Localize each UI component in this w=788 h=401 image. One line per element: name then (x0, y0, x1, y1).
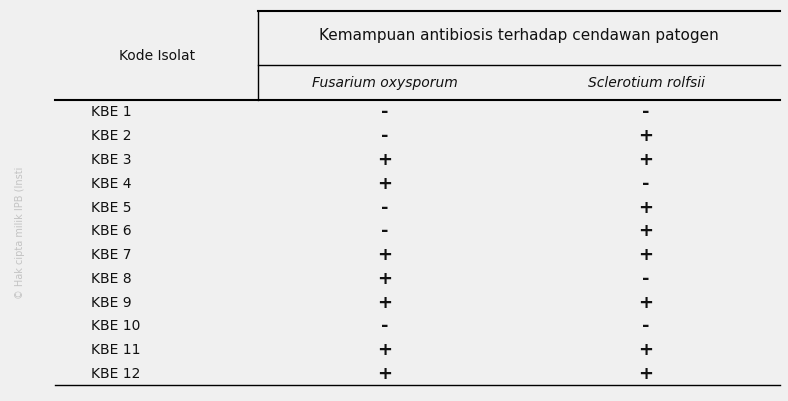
Text: -: - (642, 174, 650, 192)
Text: © Hak cipta milik IPB (Insti: © Hak cipta milik IPB (Insti (15, 166, 24, 299)
Text: +: + (638, 245, 653, 263)
Text: KBE 11: KBE 11 (91, 342, 140, 356)
Text: +: + (638, 127, 653, 145)
Text: +: + (638, 151, 653, 168)
Text: +: + (377, 293, 392, 311)
Text: +: + (638, 198, 653, 216)
Text: Sclerotium rolfsii: Sclerotium rolfsii (588, 76, 704, 90)
Text: KBE 1: KBE 1 (91, 105, 132, 119)
Text: KBE 4: KBE 4 (91, 176, 131, 190)
Text: +: + (638, 340, 653, 358)
Text: +: + (377, 245, 392, 263)
Text: +: + (638, 293, 653, 311)
Text: KBE 12: KBE 12 (91, 366, 140, 380)
Text: -: - (381, 198, 388, 216)
Text: Fusarium oxysporum: Fusarium oxysporum (312, 76, 458, 90)
Text: -: - (642, 103, 650, 121)
Text: KBE 8: KBE 8 (91, 271, 132, 285)
Text: KBE 9: KBE 9 (91, 295, 132, 309)
Text: +: + (638, 364, 653, 382)
Text: KBE 10: KBE 10 (91, 319, 140, 332)
Text: KBE 6: KBE 6 (91, 224, 132, 238)
Text: -: - (381, 317, 388, 334)
Text: +: + (377, 364, 392, 382)
Text: -: - (381, 127, 388, 145)
Text: -: - (381, 222, 388, 240)
Text: +: + (377, 174, 392, 192)
Text: +: + (377, 340, 392, 358)
Text: -: - (642, 269, 650, 287)
Text: Kode Isolat: Kode Isolat (118, 49, 195, 63)
Text: KBE 5: KBE 5 (91, 200, 131, 214)
Text: KBE 3: KBE 3 (91, 153, 131, 166)
Text: -: - (381, 103, 388, 121)
Text: Kemampuan antibiosis terhadap cendawan patogen: Kemampuan antibiosis terhadap cendawan p… (319, 28, 719, 43)
Text: +: + (377, 151, 392, 168)
Text: +: + (638, 222, 653, 240)
Text: -: - (642, 317, 650, 334)
Text: KBE 2: KBE 2 (91, 129, 131, 143)
Text: +: + (377, 269, 392, 287)
Text: KBE 7: KBE 7 (91, 247, 131, 261)
